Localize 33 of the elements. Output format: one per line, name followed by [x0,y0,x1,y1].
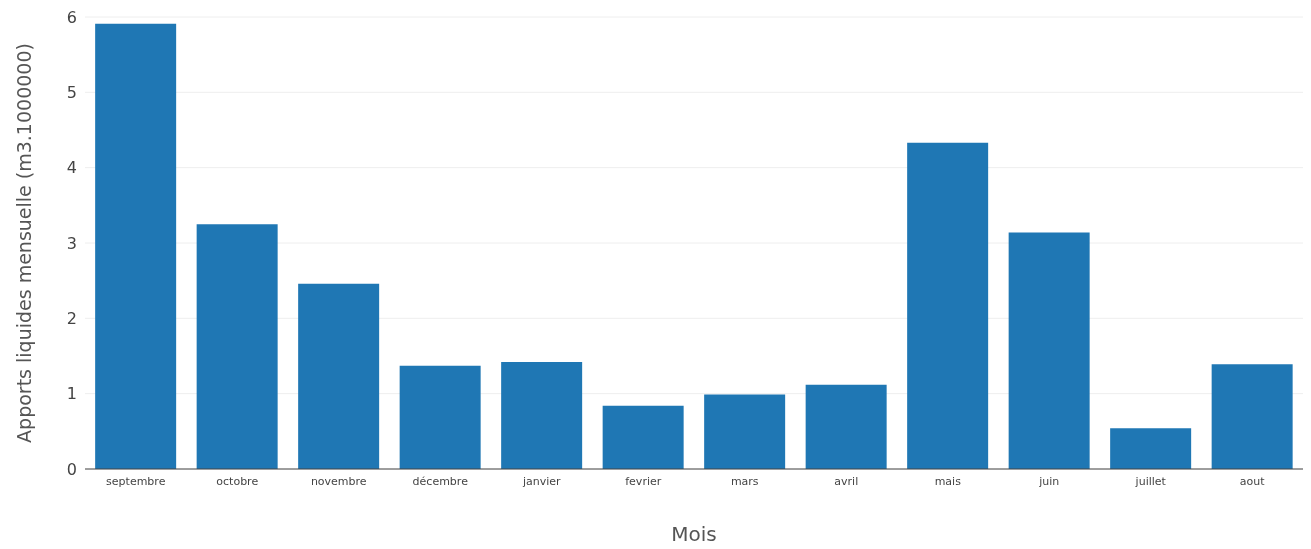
bar [95,23,177,469]
x-axis-title: Mois [671,522,717,546]
bar [196,224,278,469]
x-tick-label: juillet [1134,474,1167,488]
bar [1008,232,1090,469]
x-tick-label: mars [730,474,759,488]
x-tick-label: décembre [412,474,469,488]
y-tick-label: 3 [66,233,77,253]
bar [1110,428,1192,469]
x-tick-label: septembre [106,474,166,488]
y-tick-label: 1 [66,384,77,404]
x-tick-label: juin [1038,474,1060,488]
bar [501,362,583,469]
x-tick-label: novembre [310,474,367,488]
x-tick-label: fevrier [625,474,662,488]
x-tick-label: mais [934,474,962,488]
y-tick-label: 0 [66,459,77,479]
bar [399,365,481,469]
y-tick-label: 6 [66,7,77,27]
bar [602,405,684,469]
x-tick-label: aout [1239,474,1266,488]
bar [298,283,380,469]
x-tick-label: octobre [216,474,259,488]
y-tick-label: 5 [66,83,77,103]
bar [907,142,989,469]
y-axis-title: Apports liquides mensuelle (m3.1000000) [12,43,35,443]
x-tick-label: avril [834,474,859,488]
bar [704,394,786,469]
bar [1211,364,1293,469]
bar [805,384,887,469]
x-tick-label: janvier [521,474,562,488]
y-tick-label: 4 [66,158,77,178]
y-tick-label: 2 [66,309,77,329]
